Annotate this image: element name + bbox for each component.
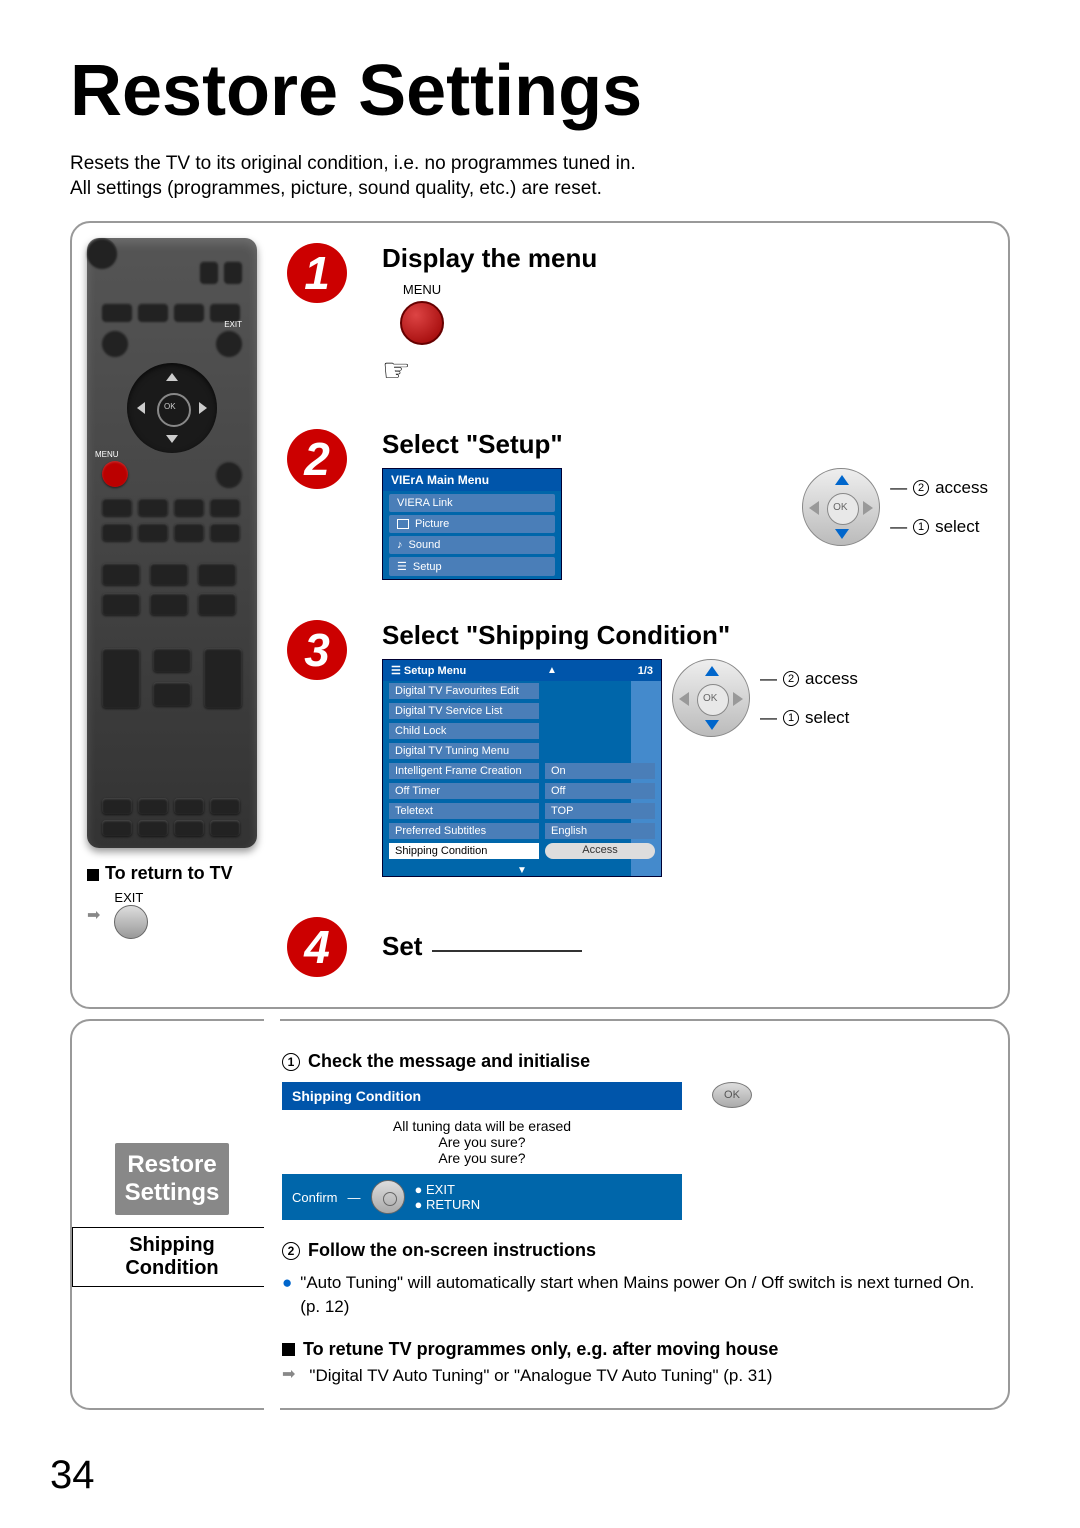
menu-button-label: MENU xyxy=(382,282,462,297)
dpad-icon: OK xyxy=(802,468,880,546)
exit-button-icon xyxy=(114,905,148,939)
remote-menu-label: MENU xyxy=(95,450,119,459)
substep-2-title: 2 Follow the on-screen instructions xyxy=(282,1240,978,1261)
detail-box: Restore Settings Shipping Condition 1 Ch… xyxy=(70,1019,1010,1409)
pointing-hand-icon: ☞ xyxy=(382,351,462,389)
set-connector-line xyxy=(432,950,582,952)
main-menu-osd: VIErA Main Menu VIERA Link Picture ♪Soun… xyxy=(382,468,562,580)
remote-control-illustration: EXIT OK MENU xyxy=(87,238,257,848)
restore-settings-label: Restore Settings xyxy=(115,1143,230,1215)
setup-menu-osd: ☰ Setup Menu▲1/3 Digital TV Favourites E… xyxy=(382,659,662,877)
step-1-number: 1 xyxy=(287,243,347,303)
exit-label: EXIT xyxy=(114,890,148,905)
menu-item-viera-link: VIERA Link xyxy=(389,494,555,512)
step-4: 4 Set xyxy=(272,917,988,977)
step-2: 2 Select "Setup" VIErA Main Menu VIERA L… xyxy=(272,429,988,580)
confirm-label: Confirm xyxy=(292,1190,338,1205)
intro-line-2: All settings (programmes, picture, sound… xyxy=(70,177,1010,202)
step-3-title: Select "Shipping Condition" xyxy=(382,620,988,651)
menu-item-setup: ☰Setup xyxy=(389,557,555,576)
dpad-labels: — 2access — 1select xyxy=(890,468,988,546)
menu-button-icon xyxy=(400,301,444,345)
step-3-number: 3 xyxy=(287,620,347,680)
shipping-condition-label: Shipping Condition xyxy=(72,1227,272,1287)
page-title: Restore Settings xyxy=(70,50,1010,132)
ok-button-icon: OK xyxy=(712,1082,752,1108)
retune-text: "Digital TV Auto Tuning" or "Analogue TV… xyxy=(309,1364,772,1388)
step-4-number: 4 xyxy=(287,917,347,977)
steps-container: EXIT OK MENU xyxy=(70,221,1010,1009)
shipping-condition-dialog: Shipping Condition All tuning data will … xyxy=(282,1082,682,1220)
step-2-title: Select "Setup" xyxy=(382,429,988,460)
step-4-title: Set xyxy=(382,931,422,962)
mini-dpad-icon xyxy=(371,1180,405,1214)
step-1: 1 Display the menu MENU ☞ xyxy=(272,243,988,389)
menu-item-picture: Picture xyxy=(389,515,555,533)
return-to-tv-note: To return to TV ➡ EXIT xyxy=(87,863,233,939)
substep-1-title: 1 Check the message and initialise xyxy=(282,1051,978,1072)
step-2-number: 2 xyxy=(287,429,347,489)
remote-exit-label: EXIT xyxy=(224,320,242,329)
dpad-labels: — 2access — 1select xyxy=(760,659,858,737)
remote-ok-label: OK xyxy=(164,402,176,411)
page-number: 34 xyxy=(50,1453,95,1498)
intro-line-1: Resets the TV to its original condition,… xyxy=(70,152,1010,177)
menu-item-sound: ♪Sound xyxy=(389,536,555,554)
auto-tuning-note: "Auto Tuning" will automatically start w… xyxy=(300,1271,978,1319)
step-3: 3 Select "Shipping Condition" ☰ Setup Me… xyxy=(272,620,988,877)
dpad-icon: OK xyxy=(672,659,750,737)
step-1-title: Display the menu xyxy=(382,243,988,274)
retune-title: To retune TV programmes only, e.g. after… xyxy=(282,1339,978,1360)
